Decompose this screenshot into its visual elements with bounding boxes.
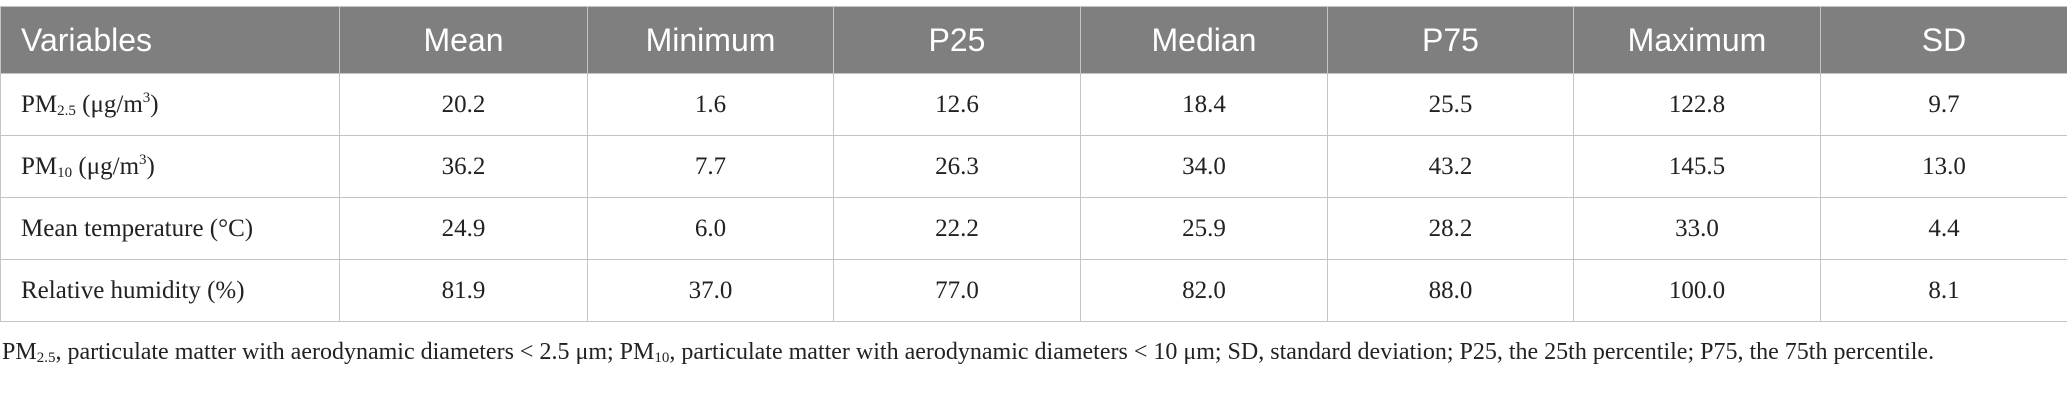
header-cell: P75 bbox=[1327, 6, 1574, 74]
value-cell: 12.6 bbox=[833, 73, 1081, 136]
value-cell: 33.0 bbox=[1573, 197, 1821, 260]
header-cell: SD bbox=[1820, 6, 2067, 74]
label-part: Mean temperature (°C) bbox=[21, 214, 254, 242]
table-body: PM2.5 (μg/m3) 20.2 1.6 12.6 18.4 25.5 122.8 9.7… bbox=[0, 73, 2067, 322]
row-label: Mean temperature (°C) bbox=[0, 197, 340, 260]
footnote-part: 2.5 bbox=[36, 350, 56, 366]
label-part: 3 bbox=[142, 89, 151, 106]
footnote-part: PM bbox=[2, 339, 37, 365]
footnote: PM2.5, particulate matter with aerodynam… bbox=[2, 333, 2042, 377]
header-cell: P25 bbox=[833, 6, 1081, 74]
label-part: 10 bbox=[57, 164, 73, 181]
value-cell: 100.0 bbox=[1573, 259, 1821, 322]
header-cell: Minimum bbox=[587, 6, 834, 74]
label-part: Relative humidity (%) bbox=[21, 276, 245, 304]
header-cell: Mean bbox=[339, 6, 588, 74]
value-cell: 20.2 bbox=[339, 73, 588, 136]
label-part: (μg/m bbox=[72, 152, 140, 180]
label-part: 2.5 bbox=[57, 102, 76, 119]
value-cell: 25.9 bbox=[1080, 197, 1328, 260]
label-part: 3 bbox=[139, 151, 147, 168]
value-cell: 6.0 bbox=[587, 197, 834, 260]
value-cell: 122.8 bbox=[1573, 73, 1821, 136]
value-cell: 25.5 bbox=[1327, 73, 1574, 136]
footnote-part: , particulate matter with aerodynamic di… bbox=[669, 339, 1935, 365]
table-row: Mean temperature (°C) 24.9 6.0 22.2 25.9 28.2… bbox=[0, 197, 2067, 260]
row-label: PM10 (μg/m3) bbox=[0, 135, 340, 198]
header-cell: Median bbox=[1080, 6, 1328, 74]
value-cell: 77.0 bbox=[833, 259, 1081, 322]
value-cell: 13.0 bbox=[1820, 135, 2067, 198]
table-row: PM10 (μg/m3) 36.2 7.7 26.3 34.0 43.2 145.5 13.0 bbox=[0, 135, 2067, 198]
header-cell: Variables bbox=[0, 6, 340, 74]
value-cell: 24.9 bbox=[339, 197, 588, 260]
table-row: PM2.5 (μg/m3) 20.2 1.6 12.6 18.4 25.5 122.8 9.7 bbox=[0, 73, 2067, 136]
value-cell: 34.0 bbox=[1080, 135, 1328, 198]
value-cell: 9.7 bbox=[1820, 73, 2067, 136]
table-row: Relative humidity (%) 81.9 37.0 77.0 82.0 88.… bbox=[0, 259, 2067, 322]
value-cell: 82.0 bbox=[1080, 259, 1328, 322]
header-cell: Maximum bbox=[1573, 6, 1821, 74]
data-table: Variables Mean Minimum P25 Median P75 Maximum S… bbox=[0, 6, 2067, 322]
label-part: (μg/m bbox=[75, 90, 143, 118]
value-cell: 7.7 bbox=[587, 135, 834, 198]
value-cell: 18.4 bbox=[1080, 73, 1328, 136]
value-cell: 8.1 bbox=[1820, 259, 2067, 322]
value-cell: 43.2 bbox=[1327, 135, 1574, 198]
label-part: PM bbox=[21, 90, 58, 118]
value-cell: 1.6 bbox=[587, 73, 834, 136]
value-cell: 145.5 bbox=[1573, 135, 1821, 198]
footnote-part: , particulate matter with aerodynamic di… bbox=[55, 339, 655, 365]
footnote-part: 10 bbox=[654, 350, 670, 366]
header-row: Variables Mean Minimum P25 Median P75 Maximum S… bbox=[0, 6, 2067, 74]
row-label: PM2.5 (μg/m3) bbox=[0, 73, 340, 136]
row-label: Relative humidity (%) bbox=[0, 259, 340, 322]
label-part: ) bbox=[146, 152, 155, 180]
value-cell: 88.0 bbox=[1327, 259, 1574, 322]
value-cell: 37.0 bbox=[587, 259, 834, 322]
value-cell: 26.3 bbox=[833, 135, 1081, 198]
label-part: ) bbox=[150, 90, 159, 118]
value-cell: 36.2 bbox=[339, 135, 588, 198]
value-cell: 28.2 bbox=[1327, 197, 1574, 260]
value-cell: 4.4 bbox=[1820, 197, 2067, 260]
value-cell: 22.2 bbox=[833, 197, 1081, 260]
value-cell: 81.9 bbox=[339, 259, 588, 322]
label-part: PM bbox=[21, 152, 58, 180]
